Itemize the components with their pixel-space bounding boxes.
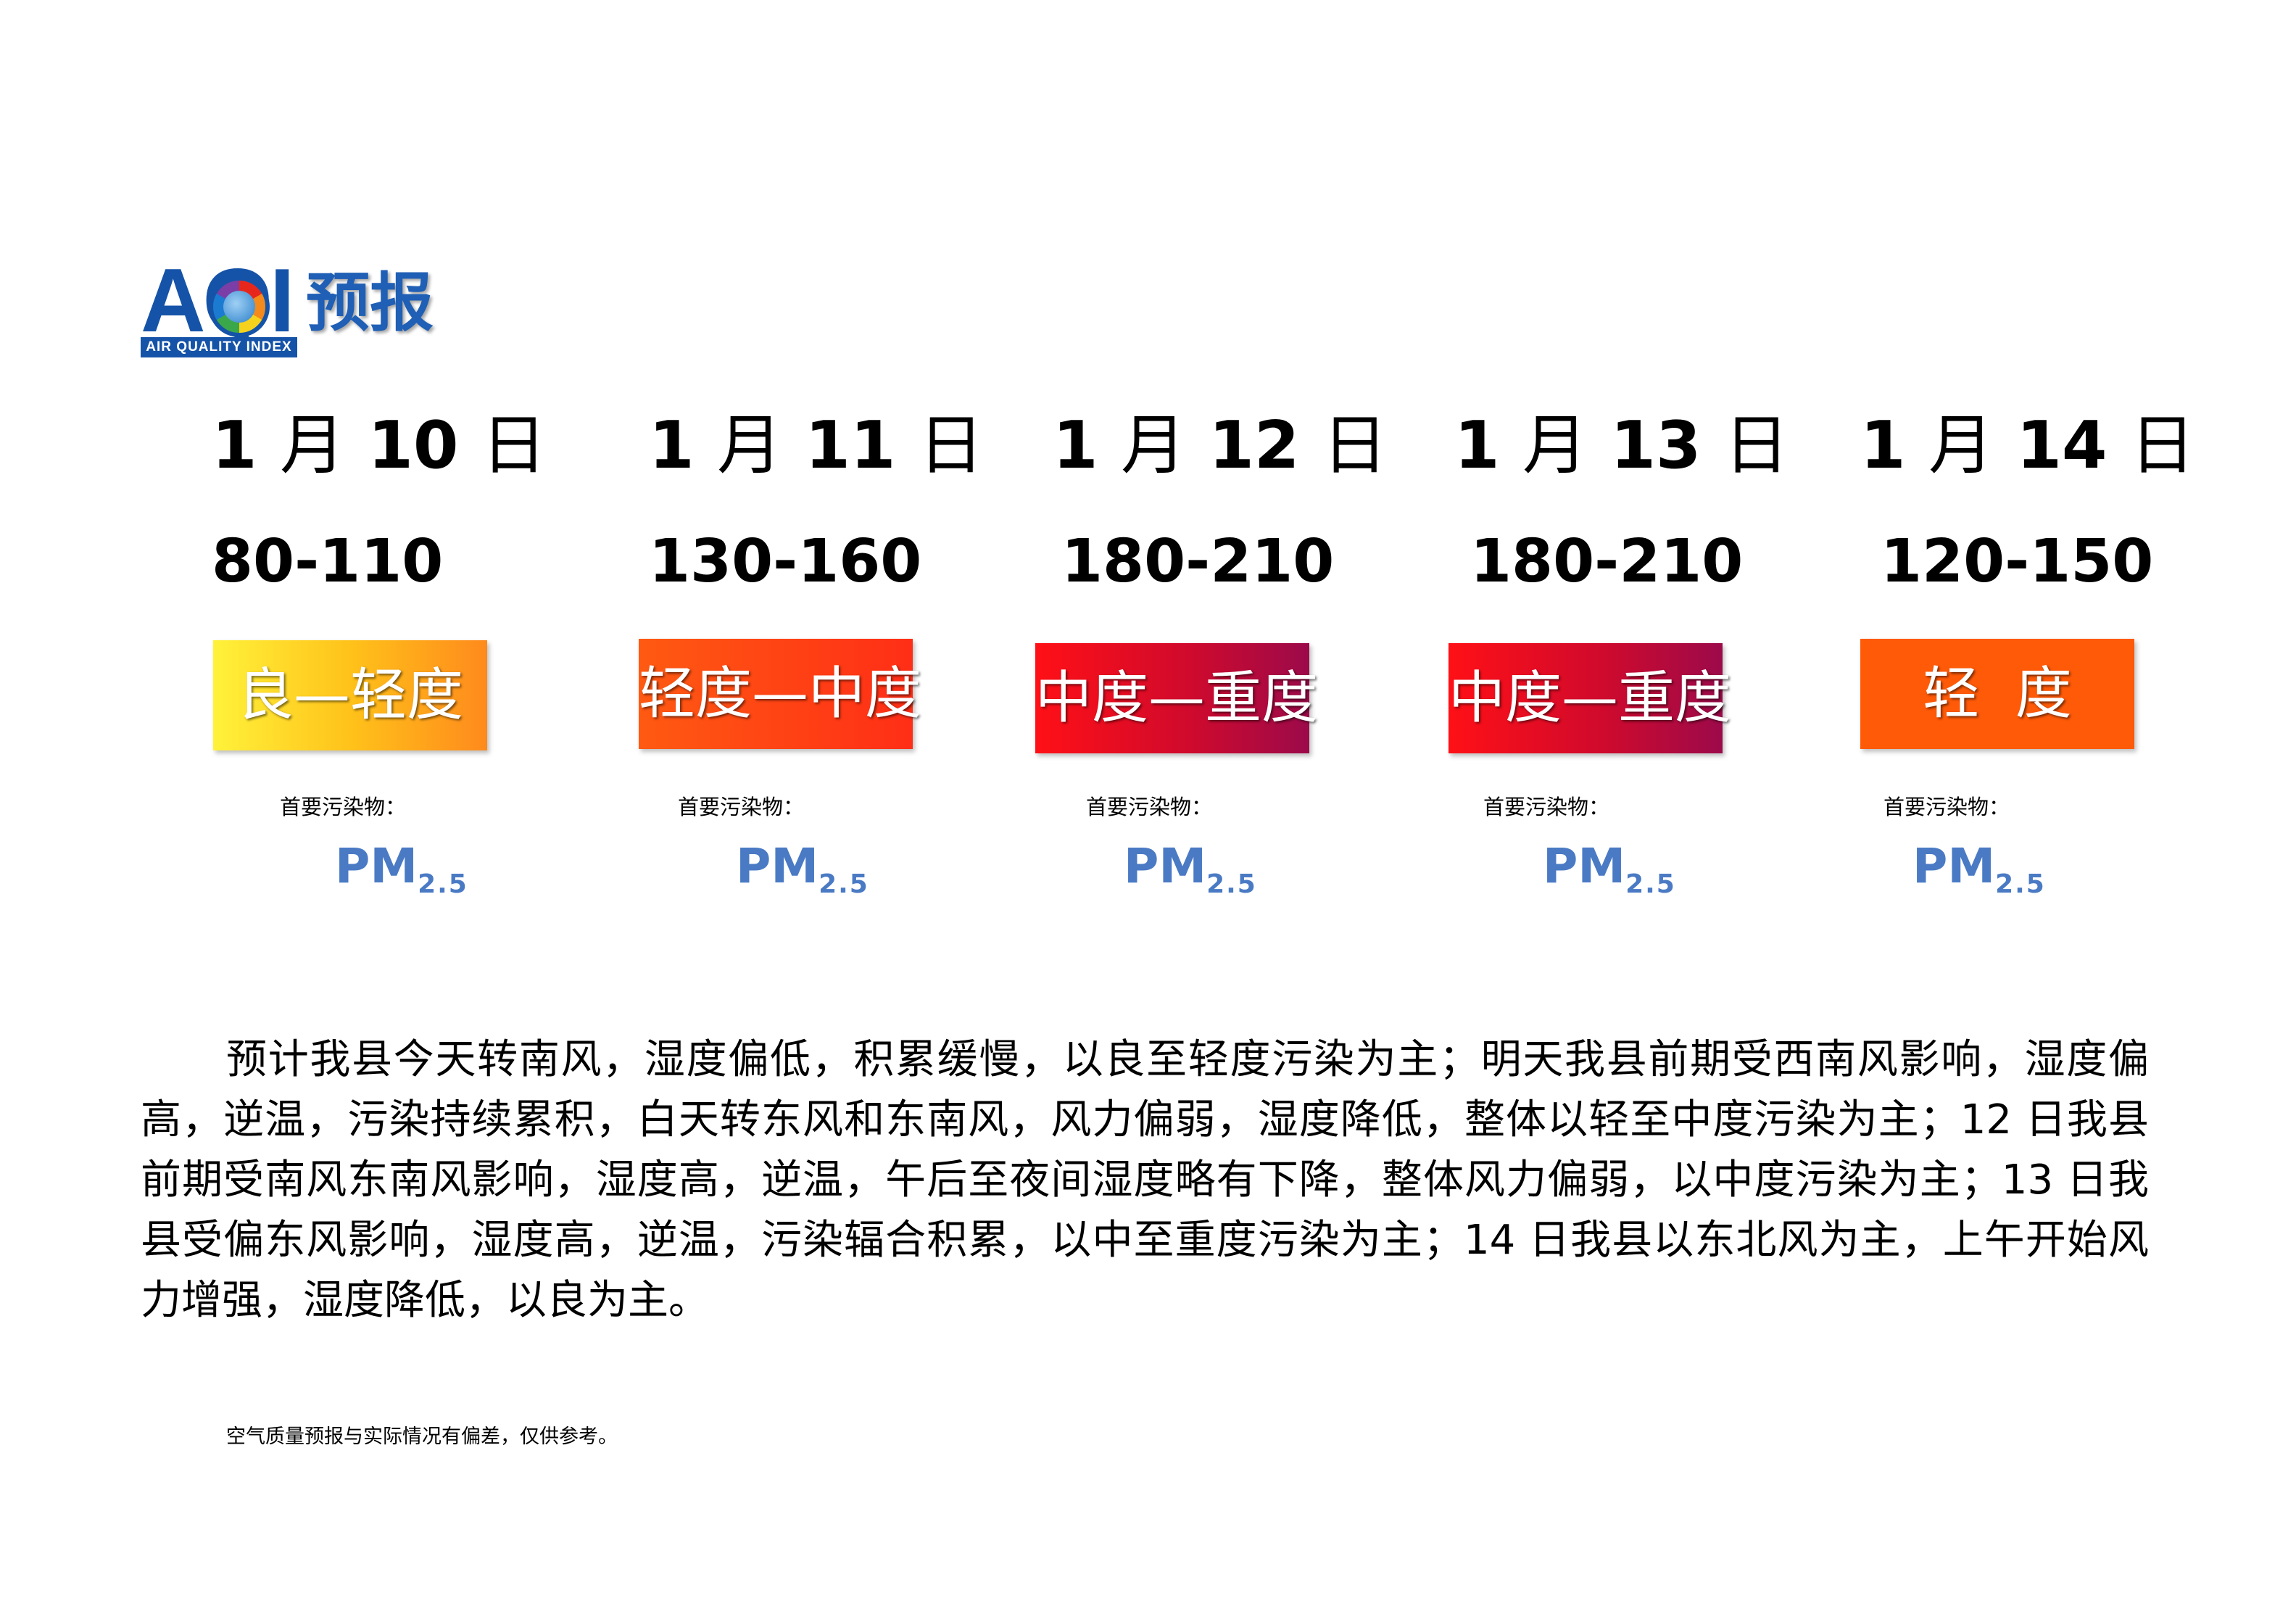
date-day-unit: 日 <box>2129 407 2195 484</box>
date-month-unit: 月 <box>716 407 782 484</box>
pollutant-sub: 2.5 <box>1206 869 1257 899</box>
forecast-day-2: 1 月 11 日 130-160 轻度—中度 首要污染物： PM2.5 <box>639 402 1055 910</box>
aqi-logo-subtitle: AIR QUALITY INDEX <box>141 337 297 357</box>
pollution-level-badge: 轻 度 <box>1860 639 2134 749</box>
pollutant-sub: 2.5 <box>1995 869 2046 899</box>
page-title: 预报 <box>306 265 434 340</box>
aqi-range: 130-160 <box>649 527 922 596</box>
pollution-level-badge: 良—轻度 <box>213 640 487 750</box>
date-day-unit: 日 <box>1723 407 1789 484</box>
primary-pollutant-label: 首要污染物： <box>280 795 407 819</box>
forecast-date: 1 月 11 日 <box>649 402 984 489</box>
pollutant-sub: 2.5 <box>1625 869 1676 899</box>
aqi-range: 120-150 <box>1881 527 2154 596</box>
aqi-range: 180-210 <box>1061 527 1335 596</box>
pollutant-sub: 2.5 <box>818 869 869 899</box>
date-day: 11 <box>805 407 896 484</box>
date-month: 1 <box>1454 407 1500 484</box>
primary-pollutant-label: 首要污染物： <box>678 795 805 819</box>
pollutant-main: PM <box>335 838 418 894</box>
forecast-date: 1 月 13 日 <box>1454 402 1789 489</box>
forecast-date: 1 月 14 日 <box>1860 402 2195 489</box>
date-day: 10 <box>368 407 459 484</box>
primary-pollutant: PM2.5 <box>1543 837 1676 914</box>
forecast-day-4: 1 月 13 日 180-210 中度—重度 首要污染物： PM2.5 <box>1449 402 1860 910</box>
date-day: 14 <box>2016 407 2108 484</box>
date-day: 13 <box>1610 407 1702 484</box>
date-day: 12 <box>1209 407 1300 484</box>
pollutant-sub: 2.5 <box>418 869 468 899</box>
pollutant-main: PM <box>1124 838 1207 894</box>
pollutant-main: PM <box>1543 838 1626 894</box>
aqi-range: 80-110 <box>212 527 444 596</box>
date-month: 1 <box>212 407 257 484</box>
primary-pollutant-label: 首要污染物： <box>1483 795 1610 819</box>
date-month-unit: 月 <box>279 407 345 484</box>
date-month: 1 <box>649 407 695 484</box>
date-month-unit: 月 <box>1928 407 1994 484</box>
primary-pollutant: PM2.5 <box>736 837 869 914</box>
forecast-date: 1 月 10 日 <box>212 402 547 489</box>
forecast-date: 1 月 12 日 <box>1053 402 1388 489</box>
primary-pollutant-label: 首要污染物： <box>1086 795 1213 819</box>
pollution-level-badge: 中度—重度 <box>1449 643 1731 753</box>
forecast-day-3: 1 月 12 日 180-210 中度—重度 首要污染物： PM2.5 <box>1035 402 1459 910</box>
date-month-unit: 月 <box>1120 407 1186 484</box>
pollutant-main: PM <box>1912 838 1996 894</box>
aqi-range: 180-210 <box>1470 527 1744 596</box>
aqi-logo: AQI AIR QUALITY INDEX 预报 <box>141 256 452 359</box>
date-day-unit: 日 <box>1322 407 1388 484</box>
date-month-unit: 月 <box>1522 407 1588 484</box>
date-day-unit: 日 <box>918 407 984 484</box>
forecast-day-5: 1 月 14 日 120-150 轻 度 首要污染物： PM2.5 <box>1860 402 2266 910</box>
disclaimer-note: 空气质量预报与实际情况有偏差，仅供参考。 <box>226 1426 618 1448</box>
primary-pollutant: PM2.5 <box>1912 837 2046 914</box>
primary-pollutant: PM2.5 <box>1124 837 1257 914</box>
date-day-unit: 日 <box>481 407 547 484</box>
primary-pollutant-label: 首要污染物： <box>1883 795 2010 819</box>
pollution-level-badge: 轻度—中度 <box>639 639 921 749</box>
forecast-description: 预计我县今天转南风，湿度偏低，积累缓慢，以良至轻度污染为主；明天我县前期受西南风… <box>141 1036 2149 1324</box>
globe-icon <box>209 276 270 337</box>
date-month: 1 <box>1053 407 1098 484</box>
forecast-day-1: 1 月 10 日 80-110 良—轻度 首要污染物： PM2.5 <box>212 402 618 910</box>
primary-pollutant: PM2.5 <box>335 837 468 914</box>
pollutant-main: PM <box>736 838 819 894</box>
date-month: 1 <box>1860 407 1906 484</box>
pollution-level-badge: 中度—重度 <box>1035 643 1318 753</box>
